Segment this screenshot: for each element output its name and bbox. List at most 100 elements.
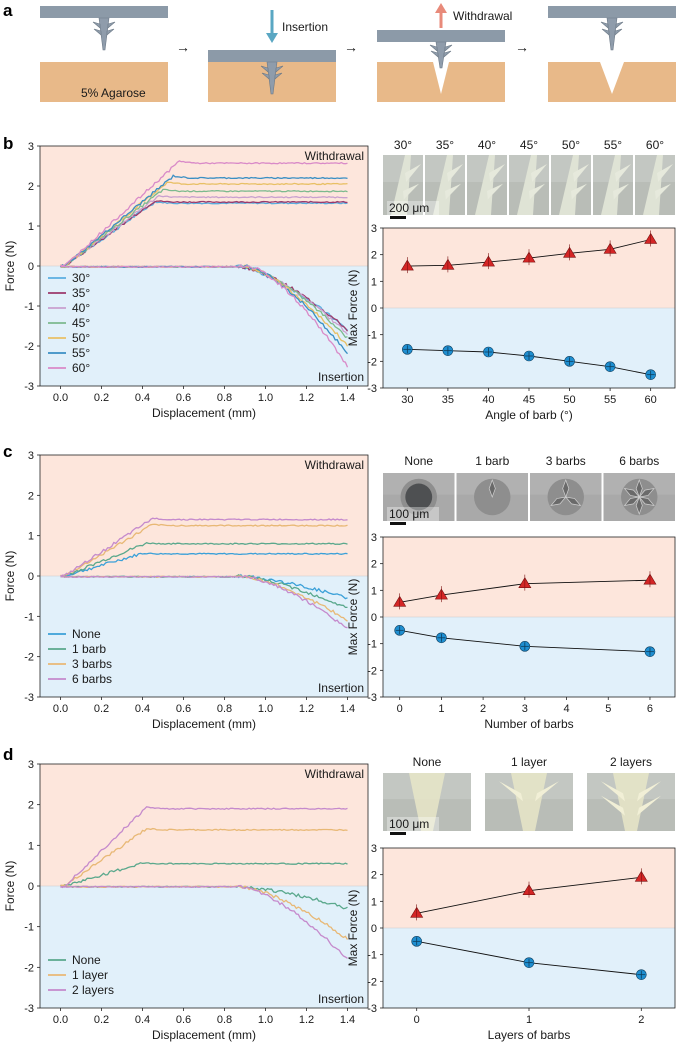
- y-tick-label: -3: [24, 692, 34, 704]
- x-tick-label: 1.4: [340, 1014, 355, 1026]
- x-tick-label: 0: [414, 1014, 420, 1026]
- panel-a-schematic: a 5% Agarose → Insertion: [3, 1, 676, 102]
- micrograph: [593, 155, 633, 215]
- micrograph: [551, 155, 591, 215]
- photo-label: 6 barbs: [619, 454, 659, 468]
- y-axis-label: Force (N): [3, 551, 17, 602]
- y-tick-label: -2: [367, 665, 377, 677]
- y-tick-label: 1: [371, 276, 377, 288]
- withdrawal-region: [383, 537, 675, 617]
- micrograph: [383, 773, 471, 831]
- y-tick-label: -2: [367, 976, 377, 988]
- stage-insertion: Insertion: [208, 10, 336, 102]
- legend-label: 40°: [72, 301, 90, 315]
- y-tick-label: -3: [367, 692, 377, 704]
- micrograph: [383, 155, 423, 215]
- x-tick-label: 1.4: [340, 392, 355, 404]
- micrograph: [383, 473, 455, 521]
- chart-c-left: -3 -2 -1 0 1 2 3 0.0 0.2 0.4 0.6 0.8 1.0 1.2 1.4 Displa…: [3, 450, 369, 731]
- panel-b-micrographs: 30° 35° 40° 45° 50° 55° 60° 200 μm: [383, 138, 675, 219]
- legend-label: 45°: [72, 316, 90, 330]
- x-tick-label: 1.2: [299, 1014, 314, 1026]
- x-tick-label: 1.0: [258, 1014, 273, 1026]
- barbed-needle: [429, 41, 453, 69]
- x-tick-label: 1.4: [340, 703, 355, 715]
- withdrawal-label: Withdrawal: [453, 9, 512, 23]
- panel-d-micrographs: None 1 layer 2 layers 100 μm: [383, 755, 675, 835]
- x-tick-label: 1.2: [299, 392, 314, 404]
- y-tick-label: 0: [28, 571, 34, 583]
- y-tick-label: 2: [28, 490, 34, 502]
- legend-label: 2 layers: [72, 983, 114, 997]
- y-tick-label: 2: [28, 181, 34, 193]
- x-tick-label: 40: [482, 394, 494, 406]
- y-axis-label: Force (N): [3, 861, 17, 912]
- micrograph: [509, 155, 549, 215]
- x-tick-label: 35: [442, 394, 454, 406]
- y-tick-label: 0: [371, 612, 377, 624]
- legend-label: 1 barb: [72, 642, 106, 656]
- series-line-withdrawal: [60, 552, 348, 578]
- y-tick-label: -3: [24, 381, 34, 393]
- x-tick-label: 0.2: [94, 1014, 109, 1026]
- legend-label: 3 barbs: [72, 657, 112, 671]
- insertion-region: [383, 308, 675, 388]
- series-line: [399, 629, 651, 653]
- micrograph: [635, 155, 675, 215]
- y-tick-label: -3: [367, 383, 377, 395]
- withdrawal-annotation: Withdrawal: [305, 149, 364, 163]
- insertion-annotation: Insertion: [318, 681, 364, 695]
- y-tick-label: -1: [367, 950, 377, 962]
- x-tick-label: 1: [526, 1014, 532, 1026]
- legend-label: 60°: [72, 361, 90, 375]
- withdrawal-region: [40, 764, 368, 886]
- series-line-withdrawal: [60, 174, 348, 268]
- x-axis-label: Displacement (mm): [152, 406, 256, 420]
- panel-c-letter: c: [3, 442, 12, 461]
- photo-label: None: [404, 454, 433, 468]
- x-tick-label: 1.2: [299, 703, 314, 715]
- x-tick-label: 0.4: [135, 1014, 150, 1026]
- stage-final: [548, 6, 676, 102]
- withdrawal-arrow-icon: [435, 3, 447, 28]
- legend-label: 30°: [72, 271, 90, 285]
- insertion-region: [383, 617, 675, 697]
- panel-c-micrographs: None 1 barb 3 barbs 6 barbs 100 μm: [383, 454, 675, 525]
- x-axis-label: Number of barbs: [484, 717, 573, 731]
- scale-bar: 100 μm: [387, 507, 439, 525]
- x-tick-label: 1.0: [258, 392, 273, 404]
- photo-label: 45°: [520, 138, 538, 152]
- y-tick-label: 1: [371, 896, 377, 908]
- y-tick-label: 1: [28, 221, 34, 233]
- insertion-arrow-icon: [266, 10, 278, 43]
- legend-label: None: [72, 953, 101, 967]
- series-line: [399, 579, 651, 603]
- photo-label: 55°: [604, 138, 622, 152]
- y-axis-label: Force (N): [3, 241, 17, 292]
- x-tick-label: 1.0: [258, 703, 273, 715]
- y-axis-label: Max Force (N): [346, 890, 360, 967]
- charts-layer: -3 -2 -1 0 1 2 3 0.0 0.2 0.4 0.6 0.8 1.0 1.2 1.4 Displa…: [3, 141, 676, 1042]
- micrograph: [530, 473, 602, 521]
- x-tick-label: 60: [645, 394, 657, 406]
- y-tick-label: 3: [28, 450, 34, 462]
- x-tick-label: 45: [523, 394, 535, 406]
- series-line-withdrawal: [60, 806, 348, 889]
- photo-label: 1 barb: [475, 454, 509, 468]
- series-line-withdrawal: [60, 523, 348, 578]
- y-axis-label: Max Force (N): [346, 579, 360, 656]
- series-line-withdrawal: [60, 827, 348, 887]
- y-tick-label: 3: [28, 141, 34, 153]
- series-line-insertion: [60, 574, 348, 629]
- x-tick-label: 4: [563, 703, 569, 715]
- y-tick-label: 3: [28, 759, 34, 771]
- y-tick-label: 3: [371, 532, 377, 544]
- insertion-label: Insertion: [282, 20, 328, 34]
- y-tick-label: -2: [24, 341, 34, 353]
- panel-d-letter: d: [3, 745, 13, 764]
- micrograph: [485, 773, 573, 831]
- x-tick-label: 55: [604, 394, 616, 406]
- y-tick-label: -2: [24, 652, 34, 664]
- y-tick-label: 3: [371, 223, 377, 235]
